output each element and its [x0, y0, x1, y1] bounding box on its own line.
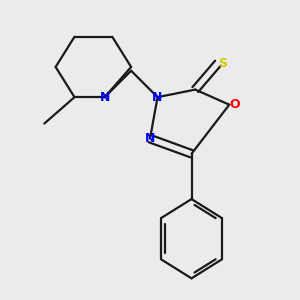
Text: O: O — [230, 98, 240, 111]
Text: N: N — [152, 91, 163, 104]
Text: N: N — [100, 91, 110, 104]
Text: S: S — [218, 57, 227, 70]
Text: N: N — [145, 132, 155, 145]
